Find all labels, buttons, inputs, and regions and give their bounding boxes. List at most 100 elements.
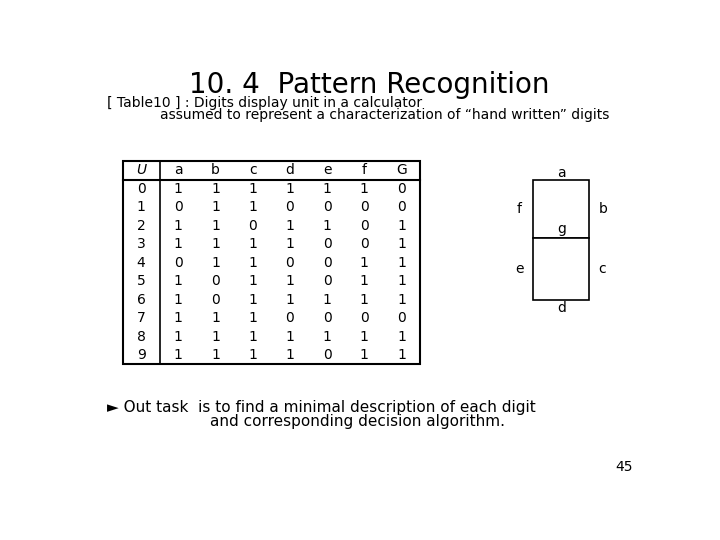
Text: 1: 1 (360, 255, 369, 269)
Text: d: d (286, 163, 294, 177)
Text: 4: 4 (137, 255, 145, 269)
Text: 1: 1 (323, 182, 332, 196)
Text: 1: 1 (137, 200, 145, 214)
Text: 1: 1 (286, 219, 294, 233)
Text: 1: 1 (397, 274, 406, 288)
Text: 1: 1 (286, 182, 294, 196)
Text: 1: 1 (248, 237, 257, 251)
Text: b: b (211, 163, 220, 177)
Text: d: d (557, 301, 566, 315)
Text: e: e (323, 163, 331, 177)
Text: 5: 5 (137, 274, 145, 288)
Text: 1: 1 (360, 348, 369, 362)
Text: 1: 1 (174, 182, 183, 196)
Text: 1: 1 (397, 329, 406, 343)
Text: 1: 1 (211, 237, 220, 251)
Text: 1: 1 (211, 255, 220, 269)
Text: 0: 0 (323, 255, 331, 269)
Text: 0: 0 (397, 311, 406, 325)
Text: 1: 1 (248, 293, 257, 307)
Text: 0: 0 (137, 182, 145, 196)
Text: 1: 1 (248, 200, 257, 214)
Text: 1: 1 (211, 200, 220, 214)
Text: f: f (517, 202, 522, 216)
Text: 6: 6 (137, 293, 145, 307)
Text: 9: 9 (137, 348, 145, 362)
Text: 0: 0 (286, 255, 294, 269)
Text: 1: 1 (211, 311, 220, 325)
Text: 0: 0 (174, 200, 183, 214)
Text: 1: 1 (248, 311, 257, 325)
Text: 10. 4  Pattern Recognition: 10. 4 Pattern Recognition (189, 71, 549, 99)
Text: 3: 3 (137, 237, 145, 251)
Text: 1: 1 (248, 255, 257, 269)
Text: 0: 0 (211, 293, 220, 307)
Text: 1: 1 (174, 219, 183, 233)
Bar (534, 180, 589, 238)
Text: 1: 1 (248, 274, 257, 288)
Text: 0: 0 (397, 200, 406, 214)
Text: 1: 1 (323, 329, 332, 343)
Text: 1: 1 (211, 219, 220, 233)
Text: 1: 1 (397, 293, 406, 307)
Text: 8: 8 (137, 329, 145, 343)
Text: 0: 0 (174, 255, 183, 269)
Text: 0: 0 (360, 237, 369, 251)
Text: c: c (249, 163, 256, 177)
Text: 1: 1 (248, 182, 257, 196)
Text: 1: 1 (174, 329, 183, 343)
Text: 1: 1 (286, 293, 294, 307)
Text: 1: 1 (211, 182, 220, 196)
Text: 1: 1 (323, 293, 332, 307)
Text: 0: 0 (360, 311, 369, 325)
Text: 1: 1 (397, 237, 406, 251)
Text: G: G (396, 163, 407, 177)
Text: 1: 1 (286, 274, 294, 288)
Text: 1: 1 (397, 348, 406, 362)
Text: 2: 2 (137, 219, 145, 233)
Text: 1: 1 (286, 348, 294, 362)
Text: 0: 0 (286, 200, 294, 214)
Bar (534, 238, 589, 300)
Text: 0: 0 (248, 219, 257, 233)
Text: 0: 0 (397, 182, 406, 196)
Text: ► Out task  is to find a minimal description of each digit: ► Out task is to find a minimal descript… (107, 400, 536, 415)
Text: 1: 1 (323, 219, 332, 233)
Text: 0: 0 (360, 200, 369, 214)
Text: 0: 0 (323, 200, 331, 214)
Text: g: g (557, 222, 566, 236)
Text: 1: 1 (174, 311, 183, 325)
Text: 1: 1 (286, 237, 294, 251)
Text: 0: 0 (323, 311, 331, 325)
Text: 1: 1 (174, 348, 183, 362)
Text: 7: 7 (137, 311, 145, 325)
Bar (122, 161, 420, 364)
Text: 1: 1 (286, 329, 294, 343)
Text: U: U (136, 163, 146, 177)
Text: e: e (515, 262, 523, 276)
Text: 1: 1 (174, 293, 183, 307)
Text: 1: 1 (248, 329, 257, 343)
Text: b: b (598, 202, 607, 216)
Text: assumed to represent a characterization of “hand written” digits: assumed to represent a characterization … (160, 108, 609, 122)
Text: 0: 0 (211, 274, 220, 288)
Text: 1: 1 (360, 329, 369, 343)
Text: 0: 0 (360, 219, 369, 233)
Text: 0: 0 (323, 348, 331, 362)
Text: a: a (557, 166, 565, 180)
Text: a: a (174, 163, 183, 177)
Text: 1: 1 (248, 348, 257, 362)
Text: 1: 1 (174, 274, 183, 288)
Text: 0: 0 (323, 274, 331, 288)
Text: 1: 1 (397, 255, 406, 269)
Text: 1: 1 (397, 219, 406, 233)
Text: 1: 1 (360, 293, 369, 307)
Text: 1: 1 (360, 274, 369, 288)
Text: 1: 1 (360, 182, 369, 196)
Text: 1: 1 (211, 329, 220, 343)
Text: and corresponding decision algorithm.: and corresponding decision algorithm. (210, 414, 505, 429)
Text: [ Table10 ] : Digits display unit in a calculator: [ Table10 ] : Digits display unit in a c… (107, 96, 422, 110)
Text: c: c (598, 262, 606, 276)
Text: 1: 1 (174, 237, 183, 251)
Text: 1: 1 (211, 348, 220, 362)
